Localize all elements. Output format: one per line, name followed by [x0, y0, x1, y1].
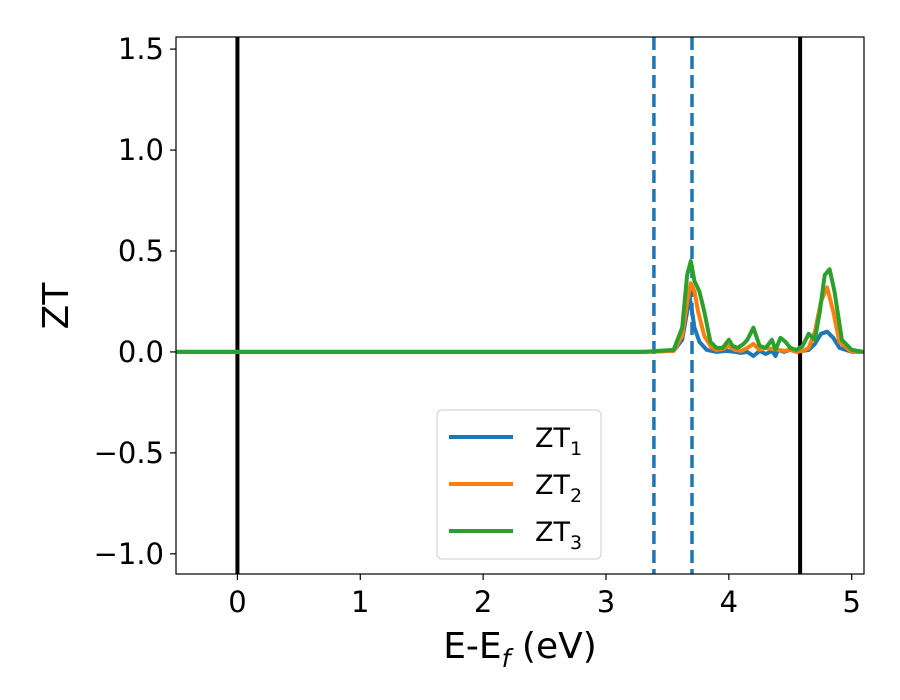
y-tick-label: 1.5	[118, 32, 164, 66]
x-tick-label: 1	[351, 585, 369, 619]
legend-label-zt3: ZT3	[535, 517, 582, 554]
x-tick-label: 5	[842, 585, 860, 619]
series-line-zt2	[176, 281, 864, 354]
y-axis: −1.0 −0.5 0.0 0.5 1.0 1.5	[94, 32, 176, 571]
y-axis-label: ZT	[36, 282, 77, 330]
y-tick-label: 0.5	[118, 234, 164, 268]
legend-label-zt1: ZT1	[535, 423, 582, 460]
y-tick-label: 0.0	[118, 335, 164, 369]
legend: ZT1 ZT2 ZT3	[436, 409, 602, 560]
plot-area	[175, 36, 865, 575]
x-tick-label: 4	[720, 585, 738, 619]
y-tick-label: 1.0	[118, 133, 164, 167]
x-tick-label: 0	[228, 585, 246, 619]
y-tick-label: −0.5	[94, 436, 164, 470]
x-axis: 0 1 2 3 4 5	[228, 574, 861, 619]
y-tick-label: −1.0	[94, 537, 164, 571]
legend-box	[436, 409, 602, 560]
x-axis-label: E-Ef (eV)	[443, 626, 597, 673]
x-tick-label: 3	[597, 585, 615, 619]
legend-label-zt2: ZT2	[535, 470, 582, 507]
series-line-zt3	[176, 259, 864, 354]
plot-series-group	[176, 37, 864, 574]
x-tick-label: 2	[474, 585, 492, 619]
plot-frame	[175, 36, 865, 575]
